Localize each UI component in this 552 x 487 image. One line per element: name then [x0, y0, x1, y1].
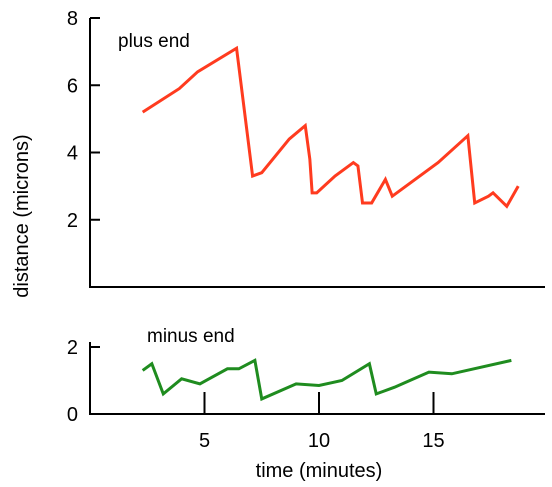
x-tick-label: 15	[422, 430, 444, 452]
plus-end-series-line	[141, 45, 520, 209]
x-axis-label: time (minutes)	[256, 460, 383, 482]
y-tick-label: 4	[67, 143, 78, 165]
y-tick-label: 2	[67, 337, 78, 359]
y-tick-label: 2	[67, 210, 78, 232]
plus-end-annotation: plus end	[118, 31, 190, 52]
bottom-y-ticks: 02	[67, 337, 100, 426]
minus-end-annotation: minus end	[147, 326, 235, 347]
y-tick-label: 6	[67, 75, 78, 97]
x-tick-label: 5	[199, 430, 210, 452]
x-tick-label: 10	[308, 430, 330, 452]
y-axis-label: distance (microns)	[11, 134, 33, 297]
y-tick-label: 0	[67, 404, 78, 426]
top-panel: 2 4 6 8 plus end	[67, 8, 545, 288]
top-y-ticks: 2 4 6 8	[67, 8, 100, 232]
minus-end-series-line	[141, 358, 512, 402]
y-tick-label: 8	[67, 8, 78, 30]
bottom-x-ticks: 5 10 15	[199, 392, 445, 452]
bottom-panel: 02 5 10 15 minus end	[67, 326, 545, 452]
